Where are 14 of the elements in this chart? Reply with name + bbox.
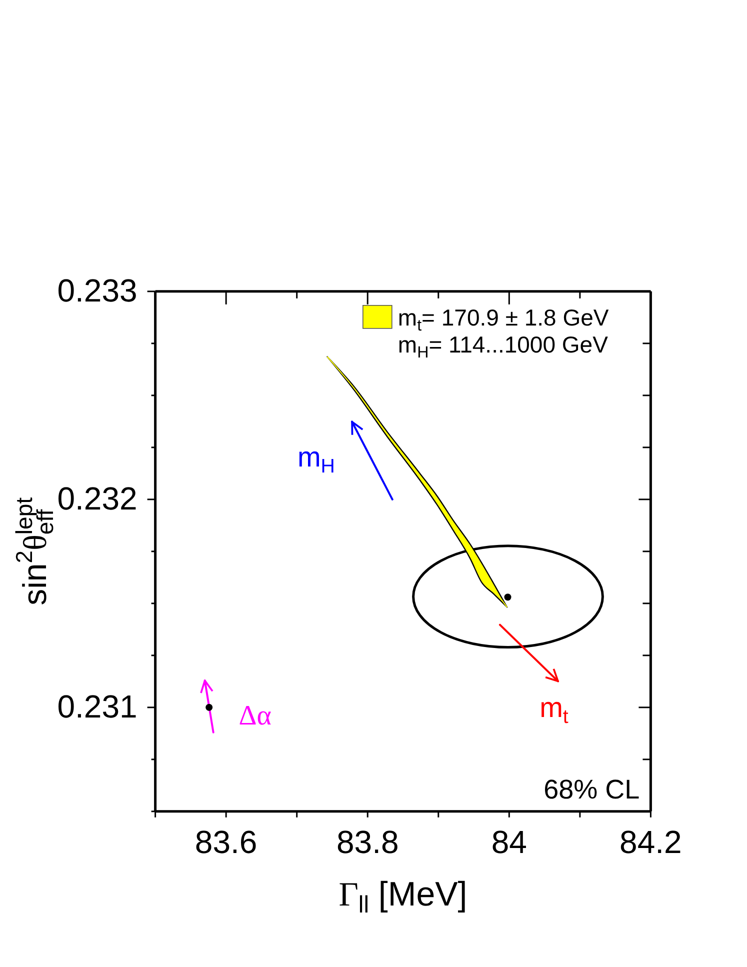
series-label: m$_{t}$ xyxy=(540,692,569,728)
y-tick-label: 0.231 xyxy=(57,688,138,725)
y-tick-label: 0.232 xyxy=(57,480,138,517)
series-label: Δα xyxy=(238,700,272,732)
y-tick-label: 0.233 xyxy=(57,272,138,309)
annotation: 68% CL xyxy=(544,774,640,804)
annotation: m$_{H}$= 114...1000 GeV xyxy=(398,331,609,361)
x-tick-label: 84 xyxy=(491,824,527,860)
legend-label: m$_{t}$= 170.9 ± 1.8 GeV xyxy=(398,304,610,334)
x-tick-label: 83.6 xyxy=(194,824,258,860)
x-tick-label: 83.8 xyxy=(336,824,399,860)
series-label: m$_{H}$ xyxy=(297,441,335,477)
x-tick-label: 84.2 xyxy=(620,824,682,860)
x-axis-title: Γ$_{ll}$ [MeV] xyxy=(338,875,468,918)
